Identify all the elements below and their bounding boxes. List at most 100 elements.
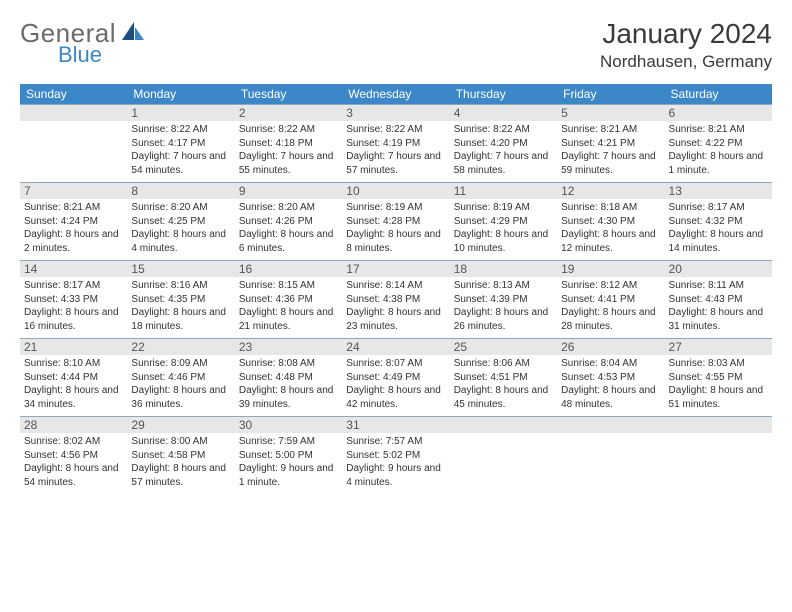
day-number: 25 <box>450 339 557 355</box>
calendar-cell: 28 Sunrise: 8:02 AMSunset: 4:56 PMDayligh… <box>20 416 127 494</box>
weekday-header: Monday <box>127 84 234 104</box>
day-wrap: 5Sunrise: 8:21 AMSunset: 4:21 PMDaylight… <box>557 104 664 182</box>
calendar-cell: 6Sunrise: 8:21 AMSunset: 4:22 PMDaylight… <box>665 104 772 182</box>
day-number-empty <box>450 417 557 433</box>
calendar-cell <box>20 104 127 182</box>
weekday-header: Wednesday <box>342 84 449 104</box>
day-wrap <box>665 416 772 494</box>
calendar-cell: 23Sunrise: 8:08 AMSunset: 4:48 PMDayligh… <box>235 338 342 416</box>
calendar-cell: 18 Sunrise: 8:13 AMSunset: 4:39 PMDayligh… <box>450 260 557 338</box>
day-details: Sunrise: 8:20 AMSunset: 4:25 PMDaylight:… <box>131 201 230 255</box>
calendar-cell: 24Sunrise: 8:07 AMSunset: 4:49 PMDayligh… <box>342 338 449 416</box>
day-wrap: 1Sunrise: 8:22 AMSunset: 4:17 PMDaylight… <box>127 104 234 182</box>
day-details: Sunrise: 7:57 AMSunset: 5:02 PMDaylight:… <box>346 435 445 489</box>
calendar-cell: 10Sunrise: 8:19 AMSunset: 4:28 PMDayligh… <box>342 182 449 260</box>
day-wrap: 30 Sunrise: 7:59 AMSunset: 5:00 PMDayligh… <box>235 416 342 494</box>
calendar-cell: 15Sunrise: 8:16 AMSunset: 4:35 PMDayligh… <box>127 260 234 338</box>
calendar-cell: 17Sunrise: 8:14 AMSunset: 4:38 PMDayligh… <box>342 260 449 338</box>
day-number: 26 <box>557 339 664 355</box>
day-details: Sunrise: 8:03 AMSunset: 4:55 PMDaylight:… <box>669 357 768 411</box>
day-wrap: 18 Sunrise: 8:13 AMSunset: 4:39 PMDayligh… <box>450 260 557 338</box>
day-number: 27 <box>665 339 772 355</box>
day-wrap: 25Sunrise: 8:06 AMSunset: 4:51 PMDayligh… <box>450 338 557 416</box>
day-details: Sunrise: 8:19 AMSunset: 4:29 PMDaylight:… <box>454 201 553 255</box>
day-wrap: 9Sunrise: 8:20 AMSunset: 4:26 PMDaylight… <box>235 182 342 260</box>
day-number: 24 <box>342 339 449 355</box>
day-number: 13 <box>665 183 772 199</box>
day-wrap: 13Sunrise: 8:17 AMSunset: 4:32 PMDayligh… <box>665 182 772 260</box>
day-details: Sunrise: 7:59 AMSunset: 5:00 PMDaylight:… <box>239 435 338 489</box>
day-number-empty <box>20 105 127 121</box>
calendar-cell: 16Sunrise: 8:15 AMSunset: 4:36 PMDayligh… <box>235 260 342 338</box>
day-wrap: 31 Sunrise: 7:57 AMSunset: 5:02 PMDayligh… <box>342 416 449 494</box>
day-wrap: 3Sunrise: 8:22 AMSunset: 4:19 PMDaylight… <box>342 104 449 182</box>
month-title: January 2024 <box>600 18 772 50</box>
weekday-header-row: SundayMondayTuesdayWednesdayThursdayFrid… <box>20 84 772 104</box>
day-number: 6 <box>665 105 772 121</box>
calendar-week-row: 14 Sunrise: 8:17 AMSunset: 4:33 PMDayligh… <box>20 260 772 338</box>
day-wrap: 6Sunrise: 8:21 AMSunset: 4:22 PMDaylight… <box>665 104 772 182</box>
day-wrap: 8Sunrise: 8:20 AMSunset: 4:25 PMDaylight… <box>127 182 234 260</box>
day-number: 15 <box>127 261 234 277</box>
day-details: Sunrise: 8:02 AMSunset: 4:56 PMDaylight:… <box>24 435 123 489</box>
day-number: 22 <box>127 339 234 355</box>
day-wrap: 26Sunrise: 8:04 AMSunset: 4:53 PMDayligh… <box>557 338 664 416</box>
calendar-cell: 7Sunrise: 8:21 AMSunset: 4:24 PMDaylight… <box>20 182 127 260</box>
day-details: Sunrise: 8:12 AMSunset: 4:41 PMDaylight:… <box>561 279 660 333</box>
day-details: Sunrise: 8:10 AMSunset: 4:44 PMDaylight:… <box>24 357 123 411</box>
title-block: January 2024 Nordhausen, Germany <box>600 18 772 72</box>
calendar-cell <box>665 416 772 494</box>
day-details: Sunrise: 8:20 AMSunset: 4:26 PMDaylight:… <box>239 201 338 255</box>
day-number: 14 <box>20 261 127 277</box>
day-number: 21 <box>20 339 127 355</box>
day-number: 29 <box>127 417 234 433</box>
day-wrap: 14 Sunrise: 8:17 AMSunset: 4:33 PMDayligh… <box>20 260 127 338</box>
day-number: 30 <box>235 417 342 433</box>
day-wrap: 22 Sunrise: 8:09 AMSunset: 4:46 PMDayligh… <box>127 338 234 416</box>
calendar-week-row: 28 Sunrise: 8:02 AMSunset: 4:56 PMDayligh… <box>20 416 772 494</box>
day-number: 4 <box>450 105 557 121</box>
day-details: Sunrise: 8:21 AMSunset: 4:21 PMDaylight:… <box>561 123 660 177</box>
day-wrap: 21 Sunrise: 8:10 AMSunset: 4:44 PMDayligh… <box>20 338 127 416</box>
day-details: Sunrise: 8:19 AMSunset: 4:28 PMDaylight:… <box>346 201 445 255</box>
calendar-cell <box>450 416 557 494</box>
day-wrap: 28 Sunrise: 8:02 AMSunset: 4:56 PMDayligh… <box>20 416 127 494</box>
day-details: Sunrise: 8:13 AMSunset: 4:39 PMDaylight:… <box>454 279 553 333</box>
day-number: 18 <box>450 261 557 277</box>
day-number: 1 <box>127 105 234 121</box>
day-details: Sunrise: 8:08 AMSunset: 4:48 PMDaylight:… <box>239 357 338 411</box>
day-wrap: 15Sunrise: 8:16 AMSunset: 4:35 PMDayligh… <box>127 260 234 338</box>
calendar-week-row: 7Sunrise: 8:21 AMSunset: 4:24 PMDaylight… <box>20 182 772 260</box>
day-number-empty <box>557 417 664 433</box>
calendar-body: 1Sunrise: 8:22 AMSunset: 4:17 PMDaylight… <box>20 104 772 494</box>
day-wrap: 10Sunrise: 8:19 AMSunset: 4:28 PMDayligh… <box>342 182 449 260</box>
day-details: Sunrise: 8:22 AMSunset: 4:20 PMDaylight:… <box>454 123 553 177</box>
day-details: Sunrise: 8:09 AMSunset: 4:46 PMDaylight:… <box>131 357 230 411</box>
location: Nordhausen, Germany <box>600 52 772 72</box>
calendar-cell: 9Sunrise: 8:20 AMSunset: 4:26 PMDaylight… <box>235 182 342 260</box>
calendar-cell: 3Sunrise: 8:22 AMSunset: 4:19 PMDaylight… <box>342 104 449 182</box>
calendar-cell: 22 Sunrise: 8:09 AMSunset: 4:46 PMDayligh… <box>127 338 234 416</box>
day-number-empty <box>665 417 772 433</box>
day-wrap: 4 Sunrise: 8:22 AMSunset: 4:20 PMDaylight… <box>450 104 557 182</box>
logo-text-blue: Blue <box>58 42 102 68</box>
calendar-cell: 2Sunrise: 8:22 AMSunset: 4:18 PMDaylight… <box>235 104 342 182</box>
day-number: 28 <box>20 417 127 433</box>
weekday-header: Thursday <box>450 84 557 104</box>
day-number: 31 <box>342 417 449 433</box>
day-details: Sunrise: 8:18 AMSunset: 4:30 PMDaylight:… <box>561 201 660 255</box>
day-wrap: 27 Sunrise: 8:03 AMSunset: 4:55 PMDayligh… <box>665 338 772 416</box>
weekday-header: Tuesday <box>235 84 342 104</box>
day-wrap: 24Sunrise: 8:07 AMSunset: 4:49 PMDayligh… <box>342 338 449 416</box>
day-number: 20 <box>665 261 772 277</box>
day-wrap: 19Sunrise: 8:12 AMSunset: 4:41 PMDayligh… <box>557 260 664 338</box>
day-number: 17 <box>342 261 449 277</box>
calendar-week-row: 21 Sunrise: 8:10 AMSunset: 4:44 PMDayligh… <box>20 338 772 416</box>
day-details: Sunrise: 8:21 AMSunset: 4:24 PMDaylight:… <box>24 201 123 255</box>
logo-sail-icon <box>120 20 146 42</box>
calendar-cell: 27 Sunrise: 8:03 AMSunset: 4:55 PMDayligh… <box>665 338 772 416</box>
day-wrap: 11Sunrise: 8:19 AMSunset: 4:29 PMDayligh… <box>450 182 557 260</box>
day-details: Sunrise: 8:17 AMSunset: 4:33 PMDaylight:… <box>24 279 123 333</box>
calendar-cell: 26Sunrise: 8:04 AMSunset: 4:53 PMDayligh… <box>557 338 664 416</box>
day-wrap <box>20 104 127 182</box>
